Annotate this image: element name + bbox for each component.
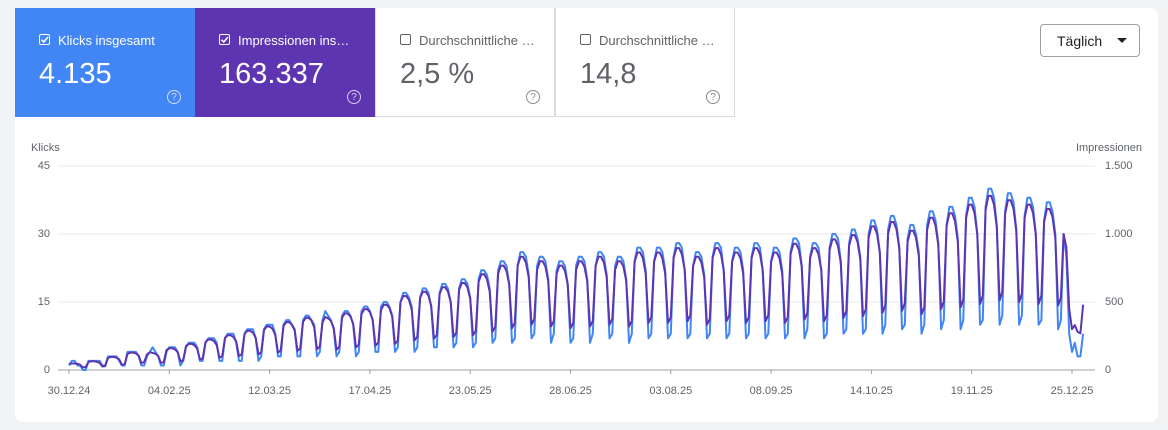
y-tick-label: 45 bbox=[38, 160, 50, 172]
x-tick-label: 08.09.25 bbox=[750, 385, 793, 397]
metric-label: Impressionen ins… bbox=[219, 33, 349, 48]
y2-tick-label: 1.000 bbox=[1105, 228, 1133, 240]
y-tick-label: 15 bbox=[38, 296, 50, 308]
help-icon[interactable]: ? bbox=[526, 90, 540, 104]
y2-axis-title: Impressionen bbox=[1076, 142, 1142, 154]
y2-tick-label: 500 bbox=[1105, 296, 1123, 308]
x-tick-label: 14.10.25 bbox=[850, 385, 893, 397]
dropdown-label: Täglich bbox=[1057, 33, 1103, 49]
series-line bbox=[68, 194, 1085, 369]
metric-value: 14,8 bbox=[580, 58, 637, 90]
x-tick-label: 19.11.25 bbox=[951, 385, 993, 397]
y-tick-label: 0 bbox=[44, 364, 50, 376]
dropdown[interactable]: Täglich bbox=[1040, 24, 1140, 57]
metric-label-text: Impressionen ins… bbox=[238, 33, 350, 48]
metric-card[interactable]: Klicks insgesamt 4.135 ? bbox=[15, 8, 195, 117]
y2-tick-label: 0 bbox=[1105, 364, 1111, 376]
metric-label-text: Klicks insgesamt bbox=[58, 33, 155, 48]
x-tick-label: 12.03.25 bbox=[248, 385, 291, 397]
help-icon[interactable]: ? bbox=[347, 90, 361, 104]
metric-label: Klicks insgesamt bbox=[39, 33, 155, 48]
x-tick-label: 28.06.25 bbox=[549, 385, 592, 397]
metric-value: 2,5 % bbox=[400, 58, 475, 90]
y-axis-title: Klicks bbox=[31, 142, 60, 154]
metric-label: Durchschnittliche … bbox=[400, 33, 535, 48]
dropdown-arrow bbox=[1117, 38, 1127, 43]
checkbox[interactable] bbox=[39, 34, 50, 45]
checkbox[interactable] bbox=[219, 34, 230, 45]
x-tick-label: 17.04.25 bbox=[348, 385, 391, 397]
metric-card[interactable]: Impressionen ins… 163.337 ? bbox=[195, 8, 375, 117]
metric-card[interactable]: Durchschnittliche … 2,5 % ? bbox=[375, 8, 555, 117]
x-tick-label: 30.12.24 bbox=[48, 385, 91, 397]
metric-value: 4.135 bbox=[39, 58, 112, 90]
help-icon[interactable]: ? bbox=[706, 90, 720, 104]
metric-card[interactable]: Durchschnittliche … 14,8 ? bbox=[555, 8, 735, 117]
x-tick-label: 25.12.25 bbox=[1051, 385, 1094, 397]
metric-value: 163.337 bbox=[219, 58, 324, 90]
checkbox[interactable] bbox=[400, 34, 411, 45]
metric-label: Durchschnittliche … bbox=[580, 33, 715, 48]
x-tick-label: 04.02.25 bbox=[148, 385, 191, 397]
y-tick-label: 30 bbox=[38, 228, 50, 240]
x-tick-label: 23.05.25 bbox=[449, 385, 492, 397]
metric-label-text: Durchschnittliche … bbox=[599, 33, 715, 48]
checkbox[interactable] bbox=[580, 34, 591, 45]
x-tick-label: 03.08.25 bbox=[649, 385, 692, 397]
help-icon[interactable]: ? bbox=[167, 90, 181, 104]
y2-tick-label: 1.500 bbox=[1105, 160, 1133, 172]
metric-label-text: Durchschnittliche … bbox=[419, 33, 535, 48]
